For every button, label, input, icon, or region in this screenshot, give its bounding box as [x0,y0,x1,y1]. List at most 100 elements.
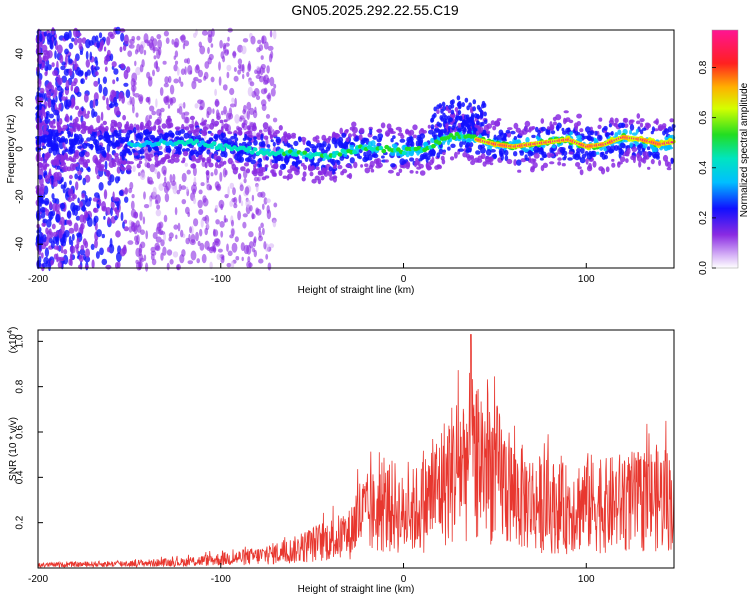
spectrogram-noise-blob [60,248,64,254]
spectrogram-noise-blob [116,111,121,116]
spectrogram-noise-blob [155,236,162,243]
spectrogram-noise-blob [111,61,117,68]
spectrogram-noise-blob [182,102,186,109]
spectrogram-noise-blob [197,99,203,104]
spectrogram-band-blob [154,154,159,162]
spectrogram-noise-blob [63,249,68,255]
spectrogram-noise-blob [131,96,135,107]
spectrogram-noise-blob [79,248,86,256]
spectrogram-noise-blob [246,244,252,255]
spectrogram-noise-blob [156,204,161,210]
spectrogram-noise-blob [150,250,157,256]
spectrogram-band-blob [399,138,406,143]
spectrogram-noise-blob [173,224,179,230]
spectrogram-band-blob [486,130,491,135]
spectrogram-noise-blob [122,114,126,121]
spectrogram-noise-blob [123,226,129,232]
spectrogram-noise-blob [265,114,271,119]
spectrogram-band-blob [516,159,522,166]
spectrogram-noise-blob [260,222,264,229]
spectrogram-band-blob [69,149,76,154]
spectrogram-noise-blob [249,81,255,87]
spectrogram-noise-blob [91,64,94,75]
spectrogram-noise-blob [268,53,273,63]
spectrogram-band-blob [278,125,283,131]
spectrogram-band-blob [223,160,227,165]
spectrogram-band-blob [476,120,480,126]
spectrogram-band-blob [57,128,64,132]
spectrogram-noise-blob [111,90,117,96]
spectrogram-band-blob [66,130,71,135]
spectrogram-band-blob [263,135,269,140]
spectrogram-noise-blob [148,96,151,105]
spectrogram-band-blob [575,162,581,167]
spectrogram-band-blob [94,157,99,164]
spectrogram-noise-blob [80,222,85,230]
spectrogram-noise-blob [239,184,244,192]
spectrogram-band-blob [298,136,302,143]
spectrogram-band-blob [223,151,228,158]
spectrogram-noise-blob [218,76,222,86]
spectrogram-noise-blob [80,244,85,251]
spectrogram-noise-blob [46,219,52,228]
spectrogram-ridge-mark [454,131,460,137]
spectrogram-band-blob [120,166,127,171]
spectrogram-noise-blob [81,193,86,199]
spectrogram-band-blob [182,150,189,157]
spectrogram-band-blob [447,146,451,151]
spectrogram-band-blob [614,117,619,124]
spectrogram-noise-blob [61,240,66,247]
spectrogram-noise-blob [214,168,218,176]
spectrogram-band-blob [321,134,327,141]
spectrogram-noise-blob [233,196,238,205]
spectrogram-band-blob [370,140,376,147]
spectrogram-band-blob [365,157,370,161]
spectrogram-noise-blob [156,66,160,73]
spectrogram-noise-blob [149,105,155,112]
spectrogram-noise-blob [48,211,54,220]
spectrogram-band-blob [483,119,488,125]
spectrogram-band-blob [55,154,62,160]
spectrogram-band-blob [349,126,356,131]
spectrogram-band-blob [579,128,584,133]
spectrogram-band-blob [158,127,162,132]
spectrogram-noise-blob [136,224,142,233]
spectrogram-noise-blob [229,182,235,190]
spectrogram-band-blob [430,124,435,130]
spectrogram-noise-blob [191,184,197,193]
spectrogram-band-blob [609,132,614,136]
spectrogram-band-blob [465,114,470,120]
spectrogram-noise-blob [39,33,43,42]
spectrogram-noise-blob [96,115,101,124]
spectrogram-band-blob [166,124,172,129]
spectrogram-noise-blob [123,82,129,87]
spectrogram-noise-blob [58,256,65,262]
spectrogram-band-blob [454,151,458,159]
spectrogram-noise-blob [60,184,64,189]
spectrogram-noise-blob [127,240,134,245]
spectrogram-band-blob [581,153,587,159]
spectrogram-band-blob [441,158,446,165]
spectrogram-noise-blob [114,176,120,184]
spectrogram-band-blob [458,115,463,121]
spectrogram-band-blob [92,128,98,133]
spectrogram-noise-blob [158,145,163,150]
spectrogram-band-blob [266,144,271,148]
chart-title: GN05.2025.292.22.55.C19 [291,2,459,18]
spectrogram-band-blob [121,155,125,161]
spectrogram-noise-blob [224,42,230,47]
spectrogram-noise-blob [84,113,90,119]
spectrogram-noise-blob [201,253,207,264]
spectrogram-band-blob [265,156,270,161]
spectrogram-noise-blob [167,104,171,109]
spectrogram-noise-blob [213,238,220,244]
spectrogram-noise-blob [70,239,74,246]
spectrogram-band-blob [561,163,566,167]
spectrogram-noise-blob [154,199,159,205]
snr-x-tick-label: 100 [578,574,595,585]
spectrogram-noise-blob [246,71,250,78]
spectrogram-band-blob [73,133,79,138]
spectrogram-band-blob [598,135,602,140]
spectrogram-band-blob [233,133,238,138]
spectrogram-noise-blob [79,51,83,55]
